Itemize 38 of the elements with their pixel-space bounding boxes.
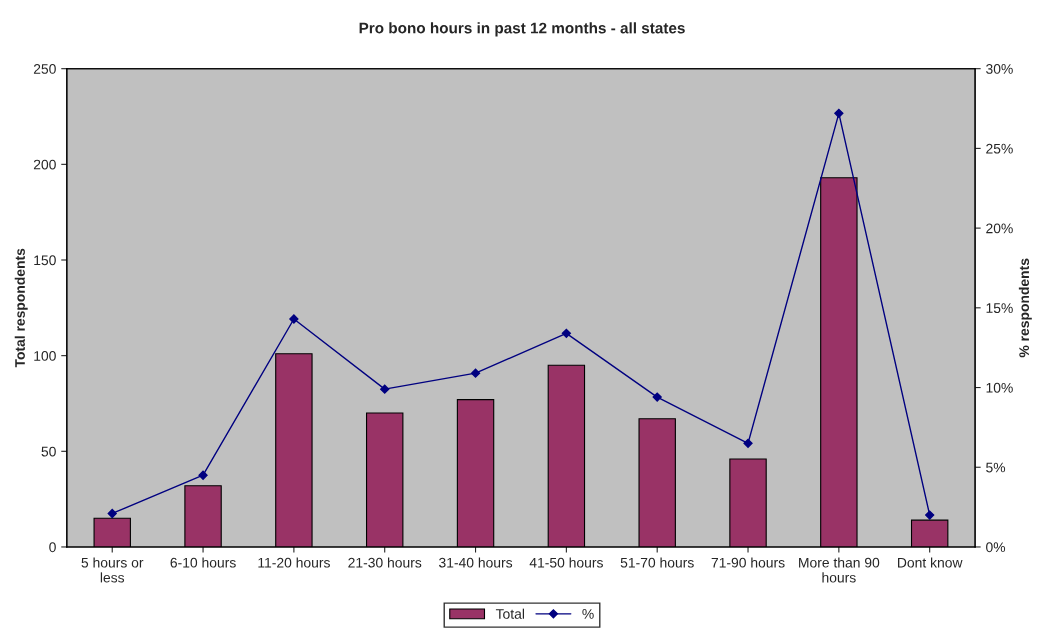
- x-tick-label: 41-50 hours: [529, 557, 603, 568]
- point: [561, 328, 571, 338]
- y2-tick-label: 10%: [986, 382, 1013, 393]
- point: [743, 438, 753, 448]
- point: [834, 108, 844, 118]
- y-tick-label: 0: [49, 542, 56, 553]
- y2-tick-label: 0%: [986, 542, 1006, 553]
- x-tick-label: 5 hours or less: [81, 557, 144, 583]
- point: [652, 392, 662, 402]
- y-axis-title: Total respondents: [14, 248, 28, 368]
- y2-tick-label: 5%: [986, 462, 1006, 473]
- point: [470, 368, 481, 378]
- x-tick-label: 11-20 hours: [258, 557, 330, 568]
- point: [198, 470, 208, 480]
- y2-axis-title: % respondents: [1018, 258, 1032, 358]
- y2-tick-label: 25%: [986, 143, 1013, 154]
- y2-tick-label: 15%: [986, 303, 1013, 313]
- x-tick-label: More than 90 hours: [799, 557, 880, 583]
- x-tick-label: 6-10 hours: [170, 557, 236, 568]
- legend-label: %: [582, 609, 594, 619]
- y-tick-label: 50: [41, 446, 56, 457]
- legend-label: Total: [495, 608, 525, 619]
- y-tick-label: 150: [34, 255, 56, 266]
- y2-tick-label: 20%: [986, 223, 1013, 234]
- point: [289, 314, 299, 324]
- point: [107, 508, 117, 519]
- y2-tick-label: 30%: [986, 64, 1013, 74]
- x-tick-label: 31-40 hours: [439, 557, 513, 568]
- y-tick-label: 100: [34, 350, 56, 361]
- y-tick-label: 250: [33, 64, 56, 74]
- x-tick-label: 21-30 hours: [348, 557, 422, 568]
- point: [925, 510, 935, 520]
- point: [380, 384, 390, 394]
- x-tick-label: 51-70 hours: [620, 557, 694, 568]
- chart-title: Pro bono hours in past 12 months - all states: [359, 22, 685, 37]
- x-tick-label: 71-90 hours: [711, 557, 785, 568]
- y-tick-label: 200: [33, 159, 56, 170]
- x-tick-label: Dont know: [898, 557, 963, 568]
